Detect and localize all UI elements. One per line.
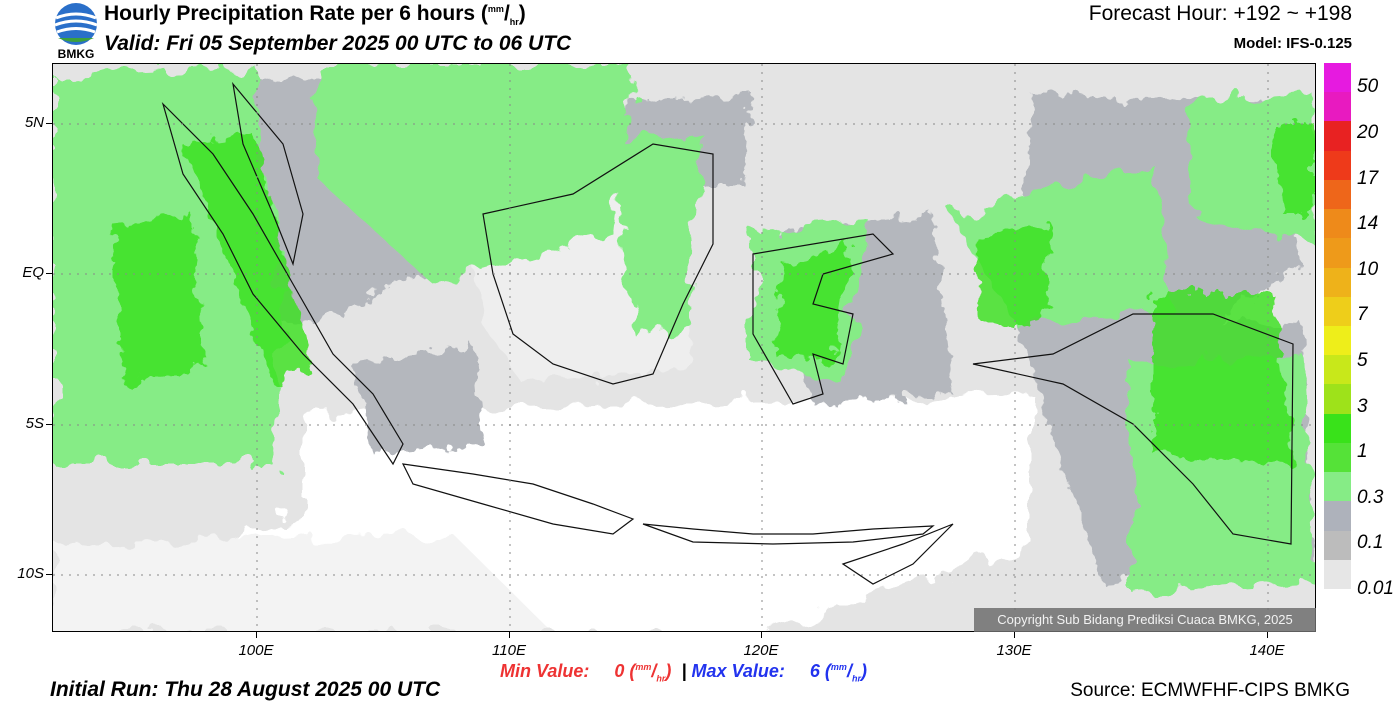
max-unit-denominator: hr — [851, 673, 861, 684]
colorbar-label: 0.3 — [1357, 486, 1384, 508]
papua-coast — [972, 313, 1294, 545]
colorbar-label: 1 — [1357, 441, 1368, 463]
colorbar-cell — [1324, 179, 1351, 210]
colorbar-label: 14 — [1357, 213, 1379, 235]
title-unit-numerator: mm — [487, 4, 504, 14]
colorbar — [1324, 63, 1351, 589]
graticule — [53, 64, 1315, 631]
precipitation-map — [52, 63, 1316, 632]
colorbar-label: 10 — [1357, 258, 1379, 280]
colorbar-cell — [1324, 63, 1351, 93]
min-value-label: Min Value: — [500, 661, 590, 681]
lon-label-100e: 100E — [238, 642, 274, 659]
lon-label-110e: 110E — [492, 642, 526, 659]
lon-tick — [256, 632, 257, 638]
coastlines — [161, 81, 1294, 585]
colorbar-cell — [1324, 150, 1351, 180]
lon-label-130e: 130E — [996, 642, 1032, 659]
colorbar-cell — [1324, 92, 1351, 122]
max-unit-numerator: mm — [830, 662, 847, 672]
colorbar-cell — [1324, 355, 1351, 385]
colorbar-label: 17 — [1357, 167, 1379, 189]
timor-coast — [841, 523, 954, 585]
colorbar-label: 20 — [1357, 122, 1379, 143]
sumatra-coast — [161, 101, 404, 466]
colorbar-cell — [1324, 472, 1351, 502]
colorbar-cell — [1324, 442, 1351, 473]
malay-peninsula-coast — [232, 81, 304, 267]
colorbar-cell — [1324, 209, 1351, 239]
max-value-label: Max Value: — [691, 661, 785, 681]
colorbar-cell — [1324, 267, 1351, 297]
colorbar-cell — [1324, 559, 1351, 589]
title-text: Hourly Precipitation Rate per 6 hours — [104, 2, 476, 25]
lat-tick — [46, 424, 52, 425]
borneo-coast — [482, 143, 714, 385]
sulawesi-coast — [752, 233, 895, 405]
lat-tick — [46, 273, 52, 274]
lon-tick — [1014, 632, 1015, 638]
lon-tick — [509, 632, 510, 638]
java-coast — [401, 463, 635, 535]
lat-label-10s: 10S — [17, 565, 44, 582]
data-source: Source: ECMWFHF-CIPS BMKG — [1070, 680, 1350, 701]
colorbar-label: 3 — [1357, 395, 1368, 417]
min-max-values: Min Value: 0 (mm/hr) | Max Value: 6 (mm/… — [500, 661, 867, 684]
copyright-notice: Copyright Sub Bidang Prediksi Cuaca BMKG… — [974, 608, 1316, 632]
colorbar-label: 0.1 — [1357, 532, 1384, 554]
colorbar-cell — [1324, 501, 1351, 531]
min-unit-denominator: hr — [656, 673, 666, 684]
lat-tick — [46, 123, 52, 124]
min-value: 0 — [614, 661, 625, 681]
colorbar-label: 7 — [1357, 304, 1368, 326]
max-value: 6 — [809, 661, 820, 681]
valid-time: Valid: Fri 05 September 2025 00 UTC to 0… — [104, 32, 572, 55]
lon-label-140e: 140E — [1249, 642, 1285, 659]
forecast-hour: Forecast Hour: +192 ~ +198 — [1088, 2, 1352, 25]
model-name: Model: IFS-0.125 — [1233, 35, 1352, 52]
lat-tick — [46, 574, 52, 575]
colorbar-label: 50 — [1357, 76, 1379, 98]
lon-label-120e: 120E — [743, 642, 779, 659]
nusa-tenggara-coast — [642, 523, 935, 545]
heavy-rain-zones — [113, 124, 1315, 464]
colorbar-cell — [1324, 325, 1351, 356]
min-max-separator: | — [681, 661, 687, 681]
colorbar-cell — [1324, 384, 1351, 414]
initial-run: Initial Run: Thu 28 August 2025 00 UTC — [50, 678, 441, 701]
bmkg-logo: BMKG — [50, 2, 102, 61]
colorbar-cell — [1324, 296, 1351, 326]
lat-label-5s: 5S — [25, 415, 44, 432]
chart-title: Hourly Precipitation Rate per 6 hours (m… — [104, 2, 526, 28]
min-unit-numerator: mm — [635, 662, 652, 672]
lon-tick — [761, 632, 762, 638]
colorbar-label: 5 — [1357, 350, 1368, 371]
colorbar-label: 0.01 — [1357, 578, 1394, 599]
colorbar-cell — [1324, 238, 1351, 268]
lon-tick — [1267, 632, 1268, 638]
title-unit-denominator: hr — [509, 17, 519, 28]
colorbar-cell — [1324, 121, 1351, 151]
colorbar-cell — [1324, 530, 1351, 560]
logo-text: BMKG — [58, 47, 95, 60]
colorbar-cell — [1324, 413, 1351, 443]
lat-label-eq: EQ — [22, 264, 44, 281]
lat-label-5n: 5N — [24, 114, 44, 131]
